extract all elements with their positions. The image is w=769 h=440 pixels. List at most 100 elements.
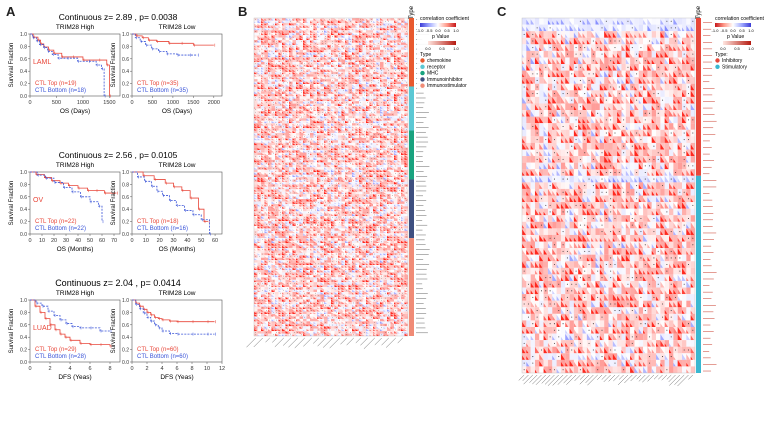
heatmap-pvalue-triangle bbox=[397, 50, 400, 53]
heatmap-cell bbox=[320, 79, 325, 82]
heatmap-cell bbox=[341, 154, 346, 158]
heatmap-cell bbox=[394, 152, 398, 156]
heatmap-cell bbox=[254, 140, 258, 143]
heatmap-cell bbox=[257, 79, 262, 82]
heatmap-cell bbox=[285, 74, 290, 77]
heatmap-cell bbox=[278, 118, 283, 121]
heatmap-pvalue-triangle bbox=[348, 133, 352, 136]
heatmap-pvalue-triangle bbox=[306, 109, 310, 111]
heatmap-cell bbox=[257, 42, 262, 45]
heatmap-pvalue-triangle bbox=[292, 158, 296, 160]
heatmap-sig-dot bbox=[384, 50, 386, 52]
heatmap-cell bbox=[257, 142, 262, 146]
heatmap-cell bbox=[261, 35, 265, 38]
heatmap-cell bbox=[387, 130, 391, 134]
heatmap-pvalue-triangle bbox=[338, 143, 340, 146]
heatmap-pvalue-triangle bbox=[338, 37, 342, 41]
heatmap-cell bbox=[383, 108, 388, 112]
heatmap-cell bbox=[394, 66, 398, 70]
heatmap-cell bbox=[331, 66, 335, 70]
heatmap-cell bbox=[355, 101, 360, 104]
km-curve-top bbox=[30, 33, 110, 96]
heatmap-cell bbox=[261, 59, 265, 63]
heatmap-cell bbox=[313, 79, 318, 82]
heatmap-sig-dot bbox=[328, 143, 330, 145]
heatmap-cell bbox=[289, 137, 293, 141]
heatmap-pvalue-triangle bbox=[369, 130, 373, 133]
heatmap-sig-dot bbox=[265, 136, 267, 137]
heatmap-pvalue-triangle bbox=[254, 157, 257, 160]
heatmap-cell bbox=[275, 52, 279, 55]
heatmap-cell bbox=[331, 93, 335, 97]
heatmap-pvalue-triangle bbox=[404, 162, 408, 165]
heatmap-cell bbox=[352, 135, 356, 138]
heatmap-cell bbox=[359, 59, 363, 63]
heatmap-cell bbox=[261, 32, 265, 36]
heatmap-cell bbox=[341, 106, 346, 109]
heatmap-cell bbox=[383, 96, 388, 99]
heatmap-cell bbox=[264, 35, 269, 38]
heatmap-pvalue-triangle bbox=[268, 126, 271, 129]
heatmap-pvalue-triangle bbox=[397, 108, 401, 111]
heatmap-pvalue-triangle bbox=[320, 130, 324, 133]
heatmap-cell bbox=[359, 57, 363, 60]
heatmap-pvalue-triangle bbox=[296, 47, 300, 50]
heatmap-cell bbox=[275, 49, 279, 53]
heatmap-cell bbox=[278, 137, 283, 141]
heatmap-pvalue-triangle bbox=[401, 70, 404, 72]
heatmap-pvalue-triangle bbox=[275, 86, 279, 89]
heatmap-cell bbox=[331, 76, 335, 80]
heatmap-sig-dot bbox=[398, 146, 400, 147]
heatmap-cell bbox=[362, 20, 367, 23]
heatmap-pvalue-triangle bbox=[348, 98, 352, 102]
heatmap-cell bbox=[268, 30, 272, 33]
heatmap-cell bbox=[397, 57, 402, 60]
heatmap-sig-dot bbox=[297, 53, 299, 54]
heatmap-pvalue-triangle bbox=[324, 62, 327, 65]
heatmap-cell bbox=[348, 123, 353, 126]
heatmap-sig-dot bbox=[283, 87, 285, 89]
heatmap-sig-dot bbox=[297, 21, 299, 22]
heatmap-pvalue-triangle bbox=[296, 82, 299, 85]
heatmap-cell bbox=[394, 71, 398, 75]
heatmap-sig-dot bbox=[391, 151, 393, 152]
heatmap-cell bbox=[355, 81, 360, 85]
heatmap-cell bbox=[355, 62, 360, 65]
heatmap-cell bbox=[278, 64, 283, 67]
heatmap-cell bbox=[394, 157, 398, 160]
heatmap-pvalue-triangle bbox=[390, 135, 394, 138]
heatmap-cell bbox=[254, 42, 258, 45]
heatmap-pvalue-triangle bbox=[310, 93, 314, 97]
heatmap-cell bbox=[303, 49, 307, 53]
heatmap-pvalue-triangle bbox=[275, 135, 279, 138]
heatmap-cell bbox=[261, 140, 265, 143]
heatmap-sig-dot bbox=[325, 43, 327, 44]
heatmap-cell bbox=[310, 32, 314, 36]
heatmap-cell bbox=[380, 125, 384, 129]
heatmap-cell bbox=[254, 164, 258, 168]
heatmap-cell bbox=[401, 91, 405, 94]
heatmap-cell bbox=[313, 54, 318, 58]
km-ytick-label: 0.2 bbox=[122, 220, 129, 226]
km-xtick-label: 8 bbox=[108, 366, 111, 372]
heatmap-cell bbox=[254, 135, 258, 138]
heatmap-cell bbox=[257, 59, 262, 63]
heatmap-cell bbox=[394, 101, 398, 104]
heatmap-pvalue-triangle bbox=[320, 58, 323, 60]
heatmap-cell bbox=[257, 62, 262, 65]
heatmap-cell bbox=[285, 135, 290, 138]
heatmap-pvalue-triangle bbox=[355, 92, 358, 94]
heatmap-pvalue-triangle bbox=[292, 69, 296, 72]
heatmap-cell bbox=[278, 44, 283, 48]
heatmap-cell bbox=[404, 64, 409, 67]
heatmap-cell bbox=[289, 118, 293, 121]
heatmap-cell bbox=[271, 35, 276, 38]
heatmap-pvalue-triangle bbox=[268, 67, 272, 70]
heatmap-pvalue-triangle bbox=[327, 126, 331, 129]
heatmap-cell bbox=[366, 113, 370, 116]
heatmap-cell bbox=[317, 152, 321, 156]
heatmap-cell bbox=[282, 103, 286, 107]
km-ytick-label: 0.6 bbox=[20, 57, 27, 63]
heatmap-cell bbox=[282, 150, 286, 153]
heatmap-pvalue-triangle bbox=[331, 148, 334, 151]
